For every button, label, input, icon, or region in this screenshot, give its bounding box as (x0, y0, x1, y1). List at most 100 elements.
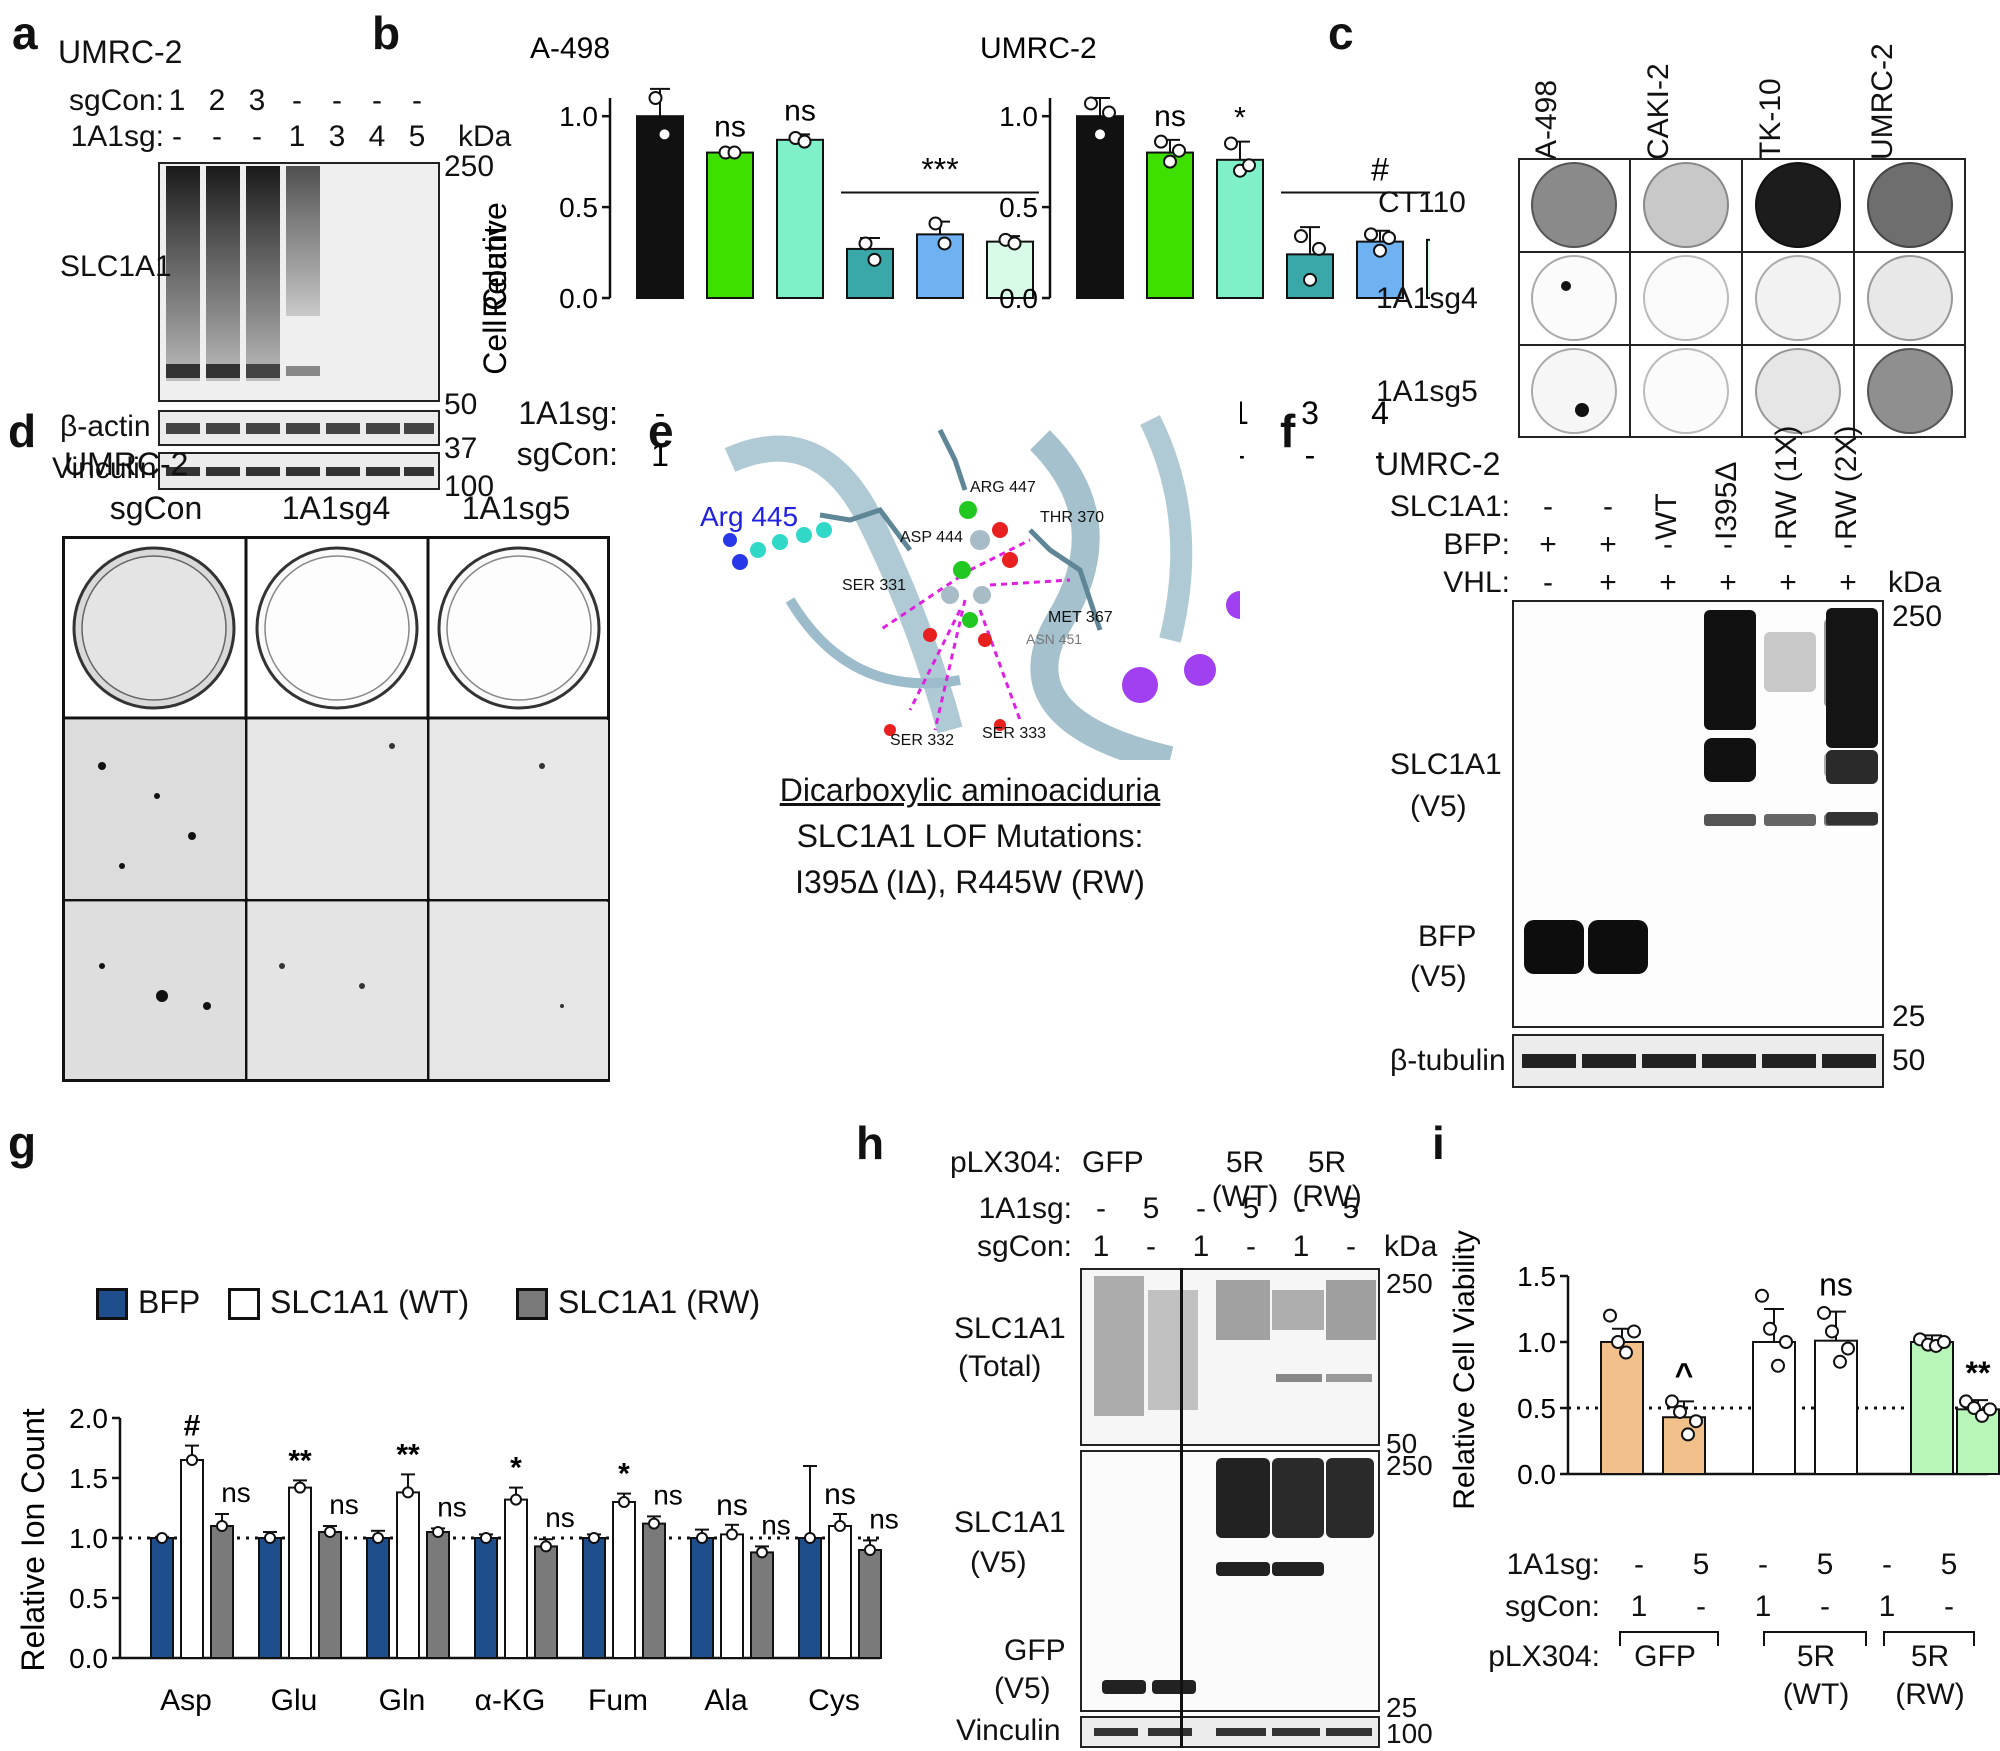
x-tick-label: Glu (271, 1684, 318, 1717)
data-point (1619, 1345, 1633, 1360)
y-axis-label: Relative Cell Viability (1448, 1230, 1481, 1510)
row-value: - (1146, 1230, 1156, 1263)
row-value: - (332, 84, 342, 117)
residue-thr-370: THR 370 (1040, 509, 1104, 526)
row-value: - (1783, 528, 1793, 561)
data-point (264, 1532, 276, 1544)
panel-i-sgcon-label: sgCon: (1504, 1590, 1600, 1623)
row-value: 1 (1630, 1590, 1648, 1623)
data-point (727, 145, 742, 160)
data-point (186, 1454, 198, 1466)
marker-50: 50 (444, 388, 478, 421)
y-axis-label: Relative (477, 202, 513, 318)
panel-label-e: e (648, 405, 674, 457)
panel-i-group-rw: (RW) (1895, 1678, 1965, 1711)
marker-h-250a: 250 (1386, 1268, 1433, 1299)
y-tick-label: 0.0 (559, 283, 598, 314)
panel-c-column-headers: A-498 CAKI-2 TK-10 UMRC-2 (1500, 20, 1970, 160)
panel-c-colony-plates (1518, 158, 1966, 438)
row-value: 5 (1142, 1192, 1160, 1225)
row-value: - (1634, 1548, 1644, 1581)
panel-i-group-brackets (1619, 1631, 1975, 1646)
y-tick-label: 1.5 (69, 1463, 108, 1494)
bar (642, 1522, 666, 1659)
panel-label-f: f (1280, 405, 1296, 457)
significance-label: * (618, 1458, 630, 1491)
chart-title: A-498 (530, 32, 610, 65)
significance-label: ** (396, 1438, 420, 1471)
panel-d-cell-line: UMRC-2 (64, 446, 189, 482)
data-point (648, 1517, 660, 1530)
panel-label-b: b (372, 7, 401, 59)
data-point (648, 91, 663, 105)
marker-100: 100 (444, 470, 495, 503)
data-point (1154, 134, 1168, 149)
blot-slc1a1-v5-h-bands (1102, 1458, 1374, 1694)
row-value: 1 (1292, 1230, 1310, 1263)
row-value: - (1096, 1192, 1106, 1225)
residue-arg-447: ARG 447 (970, 479, 1036, 496)
row-value: 5 (1242, 1192, 1260, 1225)
data-point (657, 127, 672, 142)
row-value: + (1539, 528, 1557, 561)
data-point (1224, 136, 1238, 151)
panel-c-row-ct110: CT110 (1378, 186, 1466, 219)
y-tick-label: 0.5 (559, 192, 598, 223)
bar (776, 138, 824, 300)
bar (690, 1537, 714, 1659)
panel-label-c: c (1328, 7, 1354, 59)
panel-a-kda: kDa (458, 120, 512, 153)
column-header: A-498 (1530, 79, 1563, 160)
data-point (1841, 1341, 1855, 1356)
significance-label: ** (1966, 1355, 1991, 1391)
bar (858, 1549, 882, 1659)
data-point (618, 1496, 630, 1508)
legend-label: BFP (138, 1284, 201, 1320)
significance-label: # (1371, 152, 1389, 188)
panel-g-chart: Relative Ion Count 0.0 0.5 1.0 1.5 2.0 Asp # ns G… (15, 1403, 899, 1717)
data-point (1825, 1324, 1839, 1339)
y-tick-label: 1.0 (999, 101, 1038, 132)
residue-ser-333: SER 333 (982, 725, 1046, 742)
blot-label-gfp-h: GFP (1004, 1634, 1066, 1667)
data-point (1093, 127, 1107, 142)
panel-d-col-sgcon: sgCon (109, 490, 203, 526)
data-point (510, 1493, 522, 1506)
marker-f-250: 250 (1892, 600, 1943, 633)
panel-i-1a1sg-values: - 5 - 5 - 5 (1600, 1548, 1980, 1582)
panel-a-1a1sg-label: 1A1sg: (70, 120, 164, 153)
residue-met-367: MET 367 (1048, 609, 1113, 626)
data-point (1983, 1402, 1997, 1417)
row-value: - (1944, 1590, 1954, 1623)
data-point (797, 134, 812, 149)
x-tick-label: α-KG (475, 1684, 546, 1717)
panel-f-kda: kDa (1888, 566, 1942, 599)
data-point (1312, 241, 1326, 256)
row-value: 1 (651, 437, 669, 473)
data-point (756, 1546, 768, 1559)
bar (396, 1491, 420, 1659)
data-point (1771, 1358, 1785, 1373)
blot-slc1a1-bands (166, 166, 320, 381)
row-value: - (1882, 1548, 1892, 1581)
data-point (1084, 96, 1098, 111)
significance-label: ns (784, 94, 816, 127)
column-header: TK-10 (1754, 78, 1787, 160)
panel-label-g: g (8, 1117, 37, 1169)
chart-title: UMRC-2 (980, 32, 1097, 65)
panel-i-chart: Relative Cell Viability 0.0 0.5 1.0 1.5 ^ ns ** (1448, 1230, 2000, 1510)
blot-beta-actin (158, 410, 440, 446)
bar (828, 1525, 852, 1659)
data-point (804, 1532, 816, 1544)
row-value: 1 (1754, 1590, 1772, 1623)
row-value: - (372, 84, 382, 117)
row-value: 1 (168, 84, 186, 117)
significance-label: ns (437, 1491, 467, 1522)
marker-37: 37 (444, 432, 478, 465)
x-tick-label: Ala (704, 1684, 748, 1717)
blot-vinculin-h-bands (1094, 1728, 1372, 1736)
bar (150, 1537, 174, 1659)
blot-label-v5-h1: (V5) (970, 1546, 1027, 1579)
panel-h-sgcon-label: sgCon: (976, 1230, 1072, 1263)
panel-label-h: h (856, 1117, 885, 1169)
